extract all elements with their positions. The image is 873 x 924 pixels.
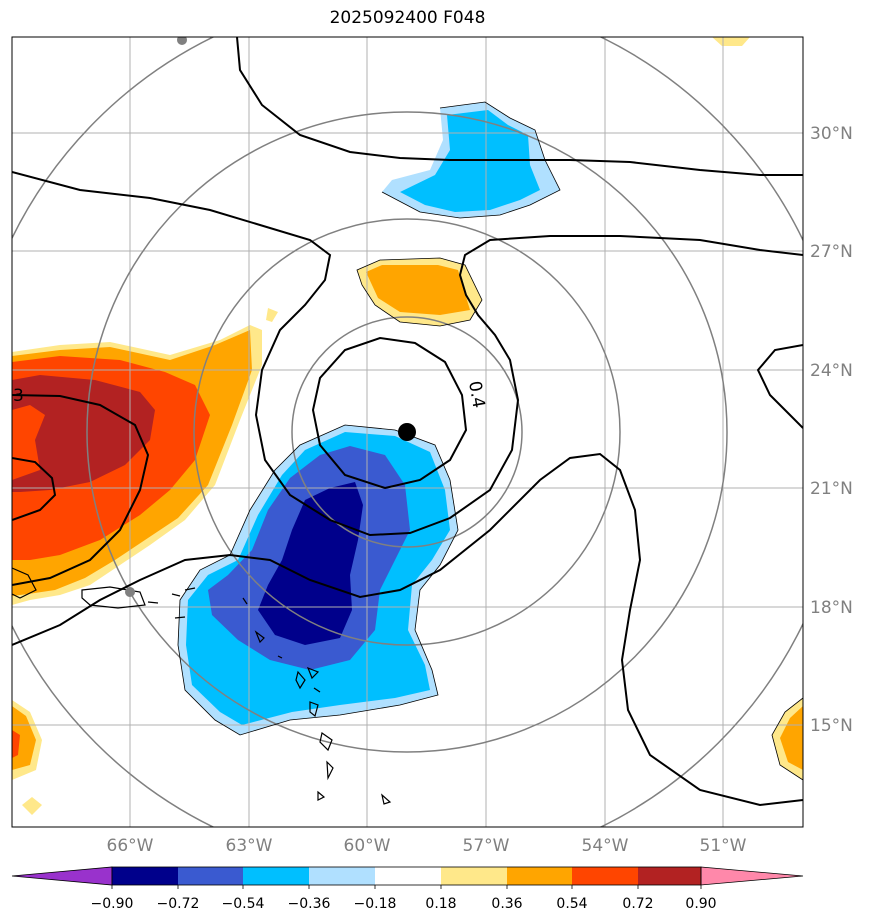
colorbar: −0.90 −0.72 −0.54 −0.36 −0.18 0.18 0.36 … bbox=[11, 866, 804, 912]
colorbar-tick-label: 0.72 bbox=[622, 896, 653, 912]
positive-shading-small bbox=[22, 797, 42, 815]
coastlines bbox=[12, 567, 392, 805]
colorbar-tick-label: 0.18 bbox=[425, 896, 456, 912]
colorbar-segment bbox=[243, 867, 309, 885]
lon-label: 60°W bbox=[344, 836, 391, 856]
colorbar-tick-label: 0.54 bbox=[556, 896, 587, 912]
contour-label-3: 3 bbox=[13, 386, 24, 406]
colorbar-segment bbox=[441, 867, 507, 885]
positive-shading-se bbox=[772, 698, 803, 780]
colorbar-tick-label: 0.90 bbox=[685, 896, 716, 912]
colorbar-segment bbox=[638, 867, 701, 885]
lat-label: 30°N bbox=[810, 124, 853, 144]
colorbar-tick-label: 0.36 bbox=[491, 896, 522, 912]
colorbar-segment bbox=[375, 867, 441, 885]
lat-label: 18°N bbox=[810, 598, 853, 618]
map-panel: 0.4 3 bbox=[12, 37, 803, 827]
colorbar-segment bbox=[572, 867, 638, 885]
colorbar-tick-label: −0.54 bbox=[222, 896, 265, 912]
colorbar-extend-low bbox=[11, 866, 113, 886]
map-title: 2025092400 F048 bbox=[329, 8, 486, 28]
colorbar-segment bbox=[178, 867, 243, 885]
positive-shading-north bbox=[357, 258, 482, 326]
range-rings bbox=[12, 37, 803, 827]
lat-tick-labels: 30°N 27°N 24°N 21°N 18°N 15°N bbox=[810, 124, 853, 736]
colorbar-tick-label: −0.90 bbox=[91, 896, 134, 912]
lat-label: 24°N bbox=[810, 361, 853, 381]
colorbar-segment bbox=[507, 867, 572, 885]
lat-label: 15°N bbox=[810, 716, 853, 736]
colorbar-tick-label: −0.18 bbox=[354, 896, 397, 912]
colorbar-segment bbox=[309, 867, 375, 885]
lon-label: 66°W bbox=[107, 836, 154, 856]
thick-contours bbox=[12, 37, 803, 807]
lat-label: 21°N bbox=[810, 479, 853, 499]
map-border bbox=[11, 36, 804, 828]
colorbar-extend-high bbox=[700, 866, 804, 886]
colorbar-tick-label: −0.36 bbox=[288, 896, 331, 912]
station-marker bbox=[125, 587, 135, 597]
colorbar-segment bbox=[112, 867, 178, 885]
lat-label: 27°N bbox=[810, 242, 853, 262]
lon-tick-labels: 66°W 63°W 60°W 57°W 54°W 51°W bbox=[107, 836, 747, 856]
positive-shading-west bbox=[12, 308, 278, 605]
positive-shading-sw bbox=[12, 700, 42, 780]
colorbar-tick-label: −0.72 bbox=[157, 896, 200, 912]
lon-label: 57°W bbox=[463, 836, 510, 856]
gridlines bbox=[12, 37, 803, 827]
positive-shading-ne bbox=[712, 37, 750, 46]
thin-contours bbox=[177, 101, 803, 781]
lon-label: 63°W bbox=[226, 836, 273, 856]
storm-center-marker bbox=[398, 423, 416, 441]
contour-label-04: 0.4 bbox=[464, 379, 488, 409]
lon-label: 54°W bbox=[582, 836, 629, 856]
lon-label: 51°W bbox=[700, 836, 747, 856]
station-marker-north bbox=[177, 37, 187, 45]
